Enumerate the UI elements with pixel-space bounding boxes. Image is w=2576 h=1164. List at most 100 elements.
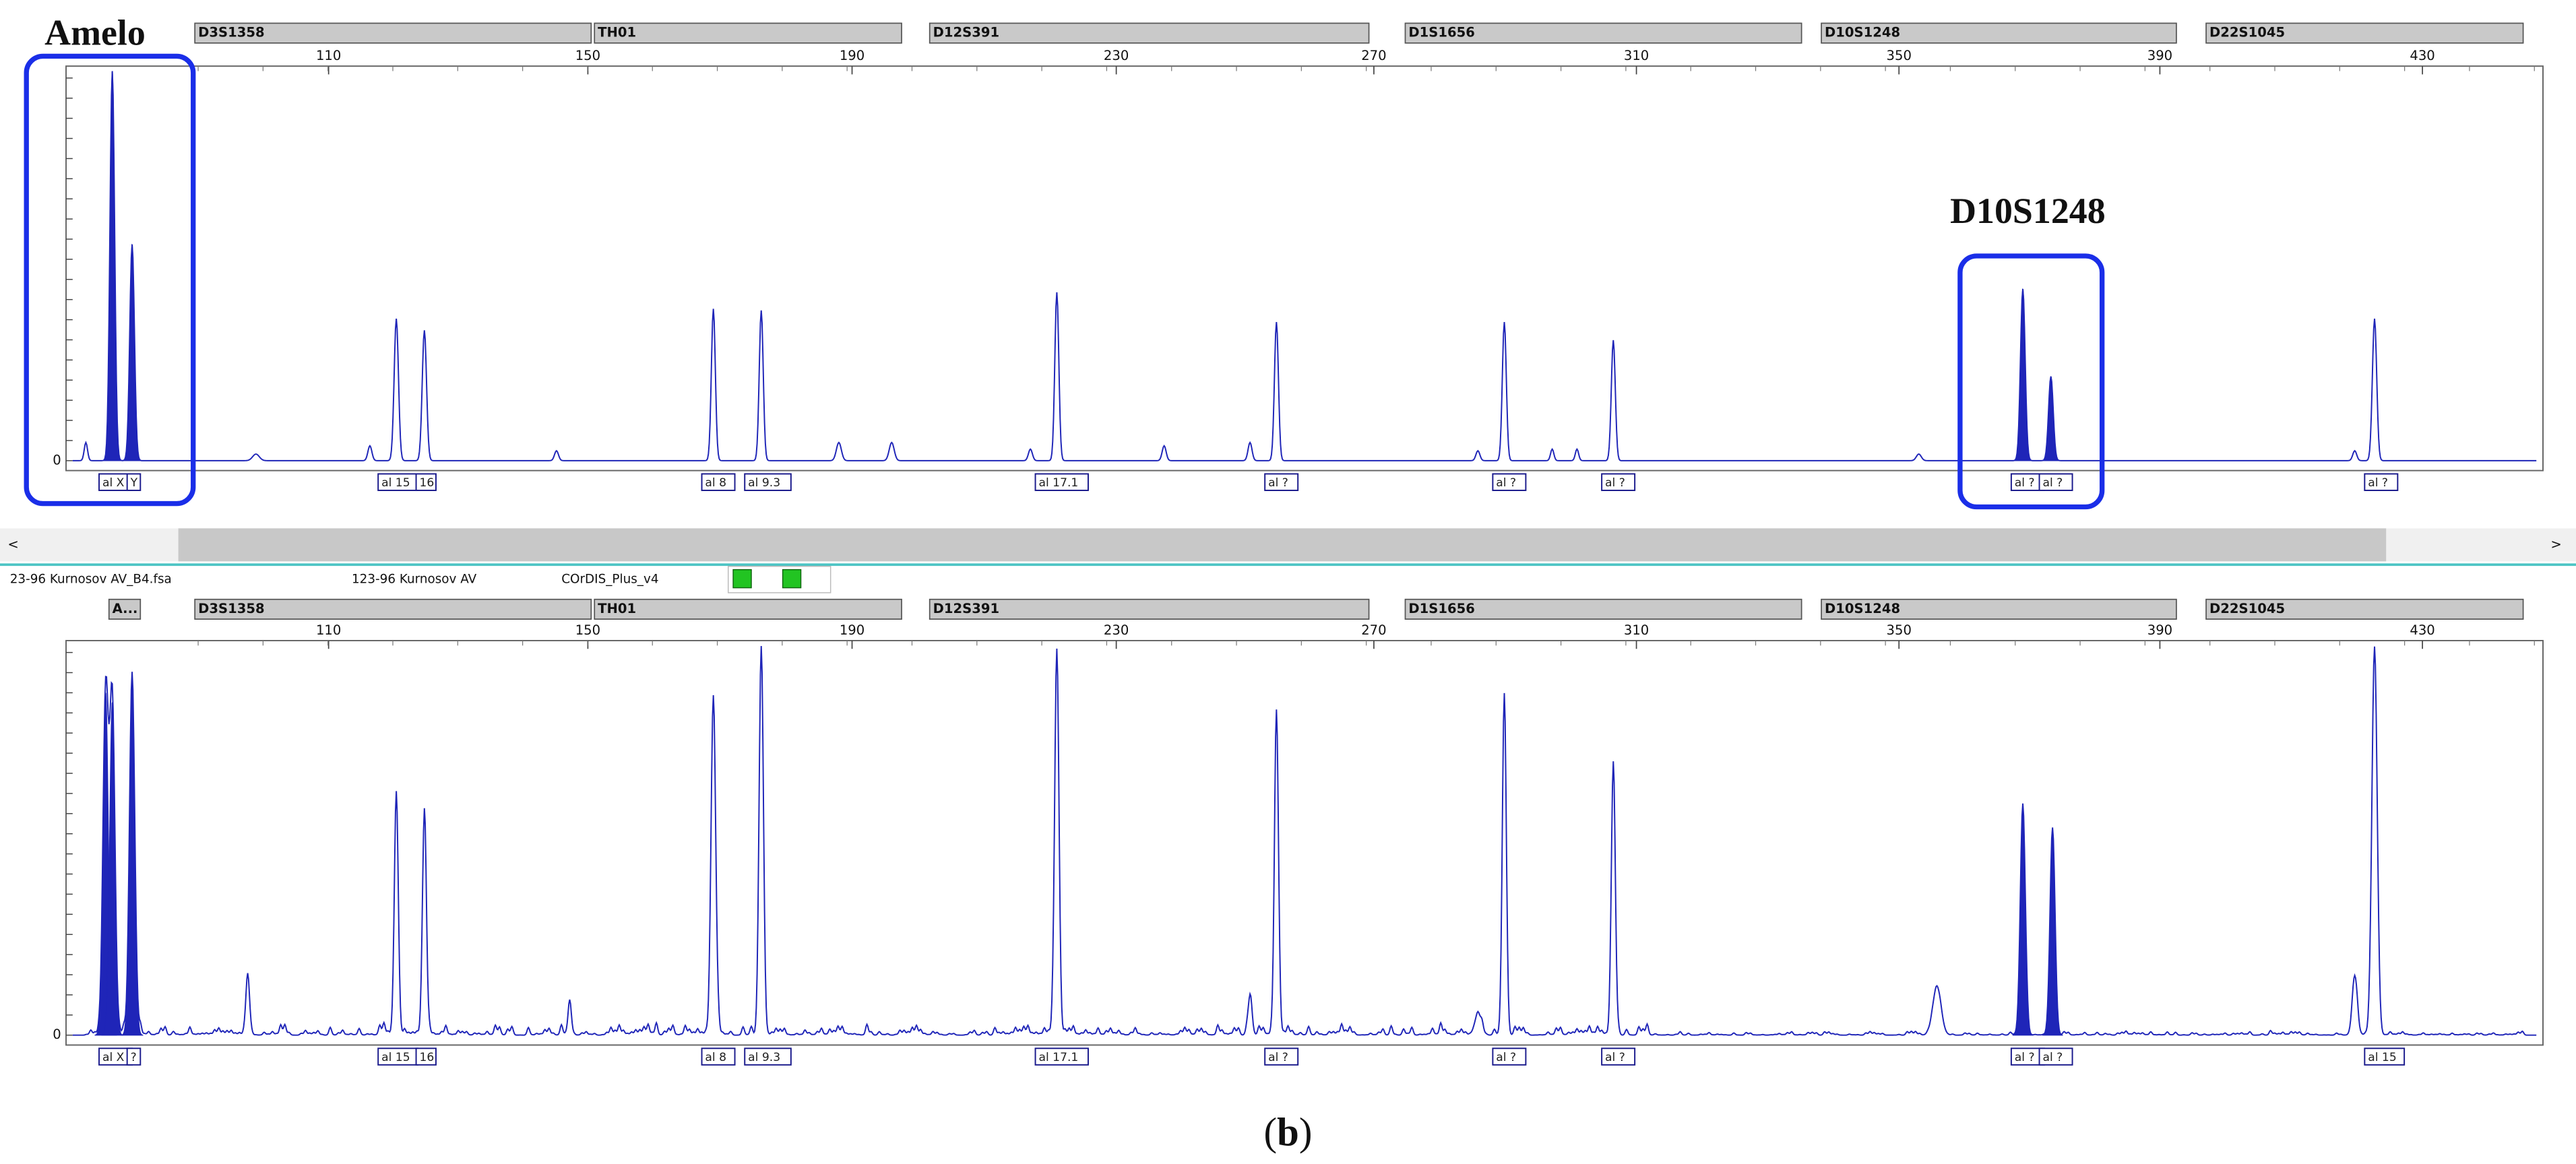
allele-label: al 17.1	[1038, 1051, 1078, 1064]
scale-label: 110	[316, 622, 341, 638]
scale-label: 350	[1887, 48, 1912, 63]
allele-label: Y	[130, 476, 138, 490]
scale-label: 150	[575, 622, 600, 638]
highlight-label: Amelo	[44, 12, 146, 53]
allele-box	[744, 473, 792, 491]
allele-box	[415, 1047, 437, 1066]
scroll-left: <	[7, 536, 18, 552]
marker-label: D22S1045	[2209, 25, 2285, 40]
marker-bar	[594, 598, 902, 620]
marker-bar	[2205, 22, 2524, 44]
marker-label: D12S391	[933, 25, 1000, 40]
allele-label: al 17.1	[1038, 476, 1078, 490]
allele-label: al ?	[1605, 1051, 1625, 1064]
allele-label: al ?	[2042, 1051, 2063, 1064]
scale-label: 270	[1361, 622, 1386, 638]
caption-letter: b	[1277, 1110, 1299, 1154]
baseline-label: 0	[53, 452, 61, 467]
marker-label: TH01	[598, 601, 636, 616]
scale-label: 110	[316, 48, 341, 63]
allele-label: al 8	[705, 476, 726, 490]
allele-label: al ?	[1268, 1051, 1288, 1064]
allele-box	[377, 473, 418, 491]
allele-label: al 9.3	[748, 476, 780, 490]
scale-label: 310	[1624, 48, 1649, 63]
scale-label: 390	[2147, 48, 2172, 63]
allele-box	[701, 473, 736, 491]
allele-box	[1264, 1047, 1299, 1066]
marker-bar	[1404, 22, 1802, 44]
plot-area	[65, 640, 2544, 1046]
allele-label: al ?	[1496, 1051, 1516, 1064]
allele-box	[1264, 473, 1299, 491]
allele-box	[2364, 473, 2399, 491]
allele-label: al 15	[2368, 1051, 2397, 1064]
marker-bar	[194, 22, 592, 44]
allele-box	[2038, 473, 2073, 491]
marker-label: D10S1248	[1825, 601, 1900, 616]
scale-label: 230	[1104, 622, 1129, 638]
allele-box	[2364, 1047, 2406, 1066]
allele-label: 16	[419, 1051, 434, 1064]
scrollbar-thumb	[178, 528, 2387, 562]
panel-name: COrDIS_Plus_v4	[561, 572, 658, 586]
marker-bar	[2205, 598, 2524, 620]
status-ok	[782, 569, 802, 589]
marker-label: D1S1656	[1408, 601, 1475, 616]
marker-bar	[1821, 22, 2177, 44]
allele-label: al ?	[2042, 476, 2063, 490]
allele-label: al ?	[2015, 1051, 2035, 1064]
allele-label: al 9.3	[748, 1051, 780, 1064]
allele-label: al 15	[381, 1051, 410, 1064]
caption-open: (	[1264, 1110, 1278, 1154]
allele-label: al ?	[1496, 476, 1516, 490]
filled-peak	[121, 680, 144, 1036]
scale-label: 190	[840, 622, 865, 638]
scale-label: 430	[2410, 622, 2434, 638]
baseline-label: 0	[53, 1027, 61, 1042]
scale-label: 150	[575, 48, 600, 63]
allele-box	[126, 1047, 142, 1066]
plot-area	[65, 65, 2544, 472]
allele-label: 16	[419, 476, 434, 490]
allele-box	[126, 473, 142, 491]
filled-peak	[102, 71, 123, 461]
allele-label: al 15	[381, 476, 410, 490]
scale-label: 190	[840, 48, 865, 63]
caption: (b)	[1264, 1110, 1313, 1154]
filled-peak	[101, 701, 124, 1036]
allele-box	[1034, 473, 1089, 491]
allele-label: al ?	[1605, 476, 1625, 490]
allele-box	[377, 1047, 418, 1066]
marker-label: D1S1656	[1408, 25, 1475, 40]
marker-label: D3S1358	[198, 25, 265, 40]
allele-box	[1601, 473, 1636, 491]
marker-bar	[929, 598, 1370, 620]
allele-label: al X	[102, 1051, 125, 1064]
marker-label: D3S1358	[198, 601, 265, 616]
trace	[72, 71, 2537, 461]
highlight-label: D10S1248	[1950, 191, 2106, 231]
highlight-box	[24, 53, 196, 507]
marker-label: D10S1248	[1825, 25, 1900, 40]
marker-bar	[1821, 598, 2177, 620]
scale-label: 270	[1361, 48, 1386, 63]
marker-label: D22S1045	[2209, 601, 2285, 616]
trace	[72, 646, 2537, 1036]
scale-label: 350	[1887, 622, 1912, 638]
marker-bar	[108, 598, 142, 620]
marker-bar	[929, 22, 1370, 44]
allele-label: al ?	[2368, 476, 2388, 490]
allele-box	[1492, 473, 1527, 491]
allele-label: al ?	[1268, 476, 1288, 490]
highlight-box	[1957, 253, 2105, 510]
filled-peak	[2012, 805, 2034, 1036]
marker-label: A...	[113, 601, 138, 616]
allele-box	[1601, 1047, 1636, 1066]
allele-label: al 8	[705, 1051, 726, 1064]
scale-label: 310	[1624, 622, 1649, 638]
filled-peak	[2042, 829, 2063, 1036]
allele-box	[744, 1047, 792, 1066]
scroll-right: >	[2550, 536, 2561, 552]
